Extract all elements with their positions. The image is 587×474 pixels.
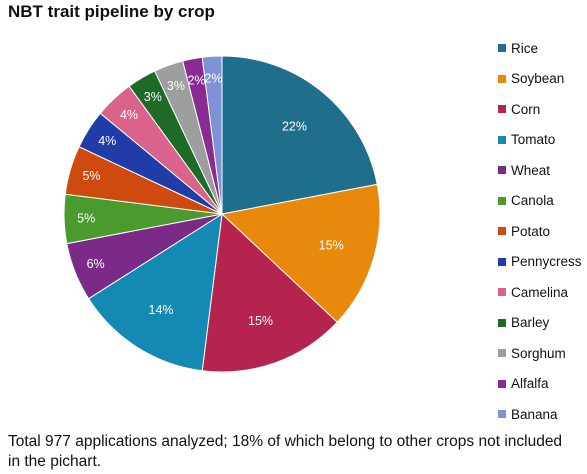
legend-item-soybean: Soybean <box>498 64 582 95</box>
legend-item-corn: Corn <box>498 94 582 125</box>
legend-label: Canola <box>511 193 554 209</box>
chart-title: NBT trait pipeline by crop <box>8 2 215 21</box>
legend-swatch <box>498 288 506 297</box>
legend-label: Corn <box>511 101 541 117</box>
pie-slice-tomato <box>87 213 223 372</box>
legend-item-rice: Rice <box>498 33 582 64</box>
slice-label-potato: 5% <box>82 169 100 183</box>
legend-label: Pennycress <box>511 254 582 270</box>
legend-item-camelina: Camelina <box>498 277 582 308</box>
legend-item-tomato: Tomato <box>498 125 582 156</box>
legend-item-banana: Banana <box>498 399 582 430</box>
pie-slices <box>63 55 381 373</box>
legend-swatch <box>498 196 506 205</box>
slice-label-rice: 22% <box>282 119 307 133</box>
pie-slice-soybean <box>220 183 381 323</box>
legend-swatch <box>498 44 506 53</box>
legend-label: Alfalfa <box>511 376 549 392</box>
legend-item-potato: Potato <box>498 216 582 247</box>
legend-label: Wheat <box>511 162 551 178</box>
legend-swatch <box>498 166 506 175</box>
legend-item-canola: Canola <box>498 186 582 217</box>
legend-label: Banana <box>511 406 558 422</box>
legend-item-pennycress: Pennycress <box>498 247 582 278</box>
pie-slice-banana <box>201 55 223 215</box>
legend-label: Tomato <box>511 132 556 148</box>
legend-label: Sorghum <box>511 345 566 361</box>
slice-label-tomato: 14% <box>149 303 174 317</box>
legend-swatch <box>498 318 506 327</box>
pie-slice-rice <box>221 55 378 215</box>
slice-label-corn: 15% <box>248 314 273 328</box>
legend-swatch <box>498 379 506 388</box>
legend-swatch <box>498 105 506 114</box>
slice-label-banana: 2% <box>204 71 222 85</box>
legend-label: Potato <box>511 223 551 239</box>
legend-swatch <box>498 410 506 419</box>
legend-label: Rice <box>511 40 539 56</box>
legend-swatch <box>498 135 506 144</box>
legend-swatch <box>498 227 506 236</box>
legend-swatch <box>498 349 506 358</box>
legend-swatch <box>498 257 506 266</box>
legend-label: Soybean <box>511 71 565 87</box>
slice-label-alfalfa: 2% <box>187 74 205 88</box>
legend-item-barley: Barley <box>498 308 582 339</box>
slice-label-camelina: 4% <box>120 108 138 122</box>
legend-label: Camelina <box>511 284 569 300</box>
pie-slice-labels: 22%15%15%14%6%5%5%4%4%3%3% 2%2% <box>77 71 344 328</box>
legend-label: Barley <box>511 315 550 331</box>
pie-slice-corn <box>201 212 338 373</box>
slice-label-barley: 3% <box>144 90 162 104</box>
slice-label-canola: 5% <box>77 211 95 225</box>
legend: Rice Soybean Corn Tomato Wheat Canola Potato Pe… <box>498 33 582 430</box>
slice-label-wheat: 6% <box>87 257 105 271</box>
slice-label-soybean: 15% <box>319 239 344 253</box>
footnote: Total 977 applications analyzed; 18% of … <box>8 433 563 470</box>
legend-item-sorghum: Sorghum <box>498 338 582 369</box>
pie-chart: 22%15%15%14%6%5%5%4%4%3%3% 2%2% <box>63 55 381 373</box>
slice-label-sorghum: 3% <box>167 79 185 93</box>
slice-label-pennycress: 4% <box>98 134 116 148</box>
legend-item-alfalfa: Alfalfa <box>498 369 582 400</box>
legend-swatch <box>498 74 506 83</box>
legend-item-wheat: Wheat <box>498 155 582 186</box>
